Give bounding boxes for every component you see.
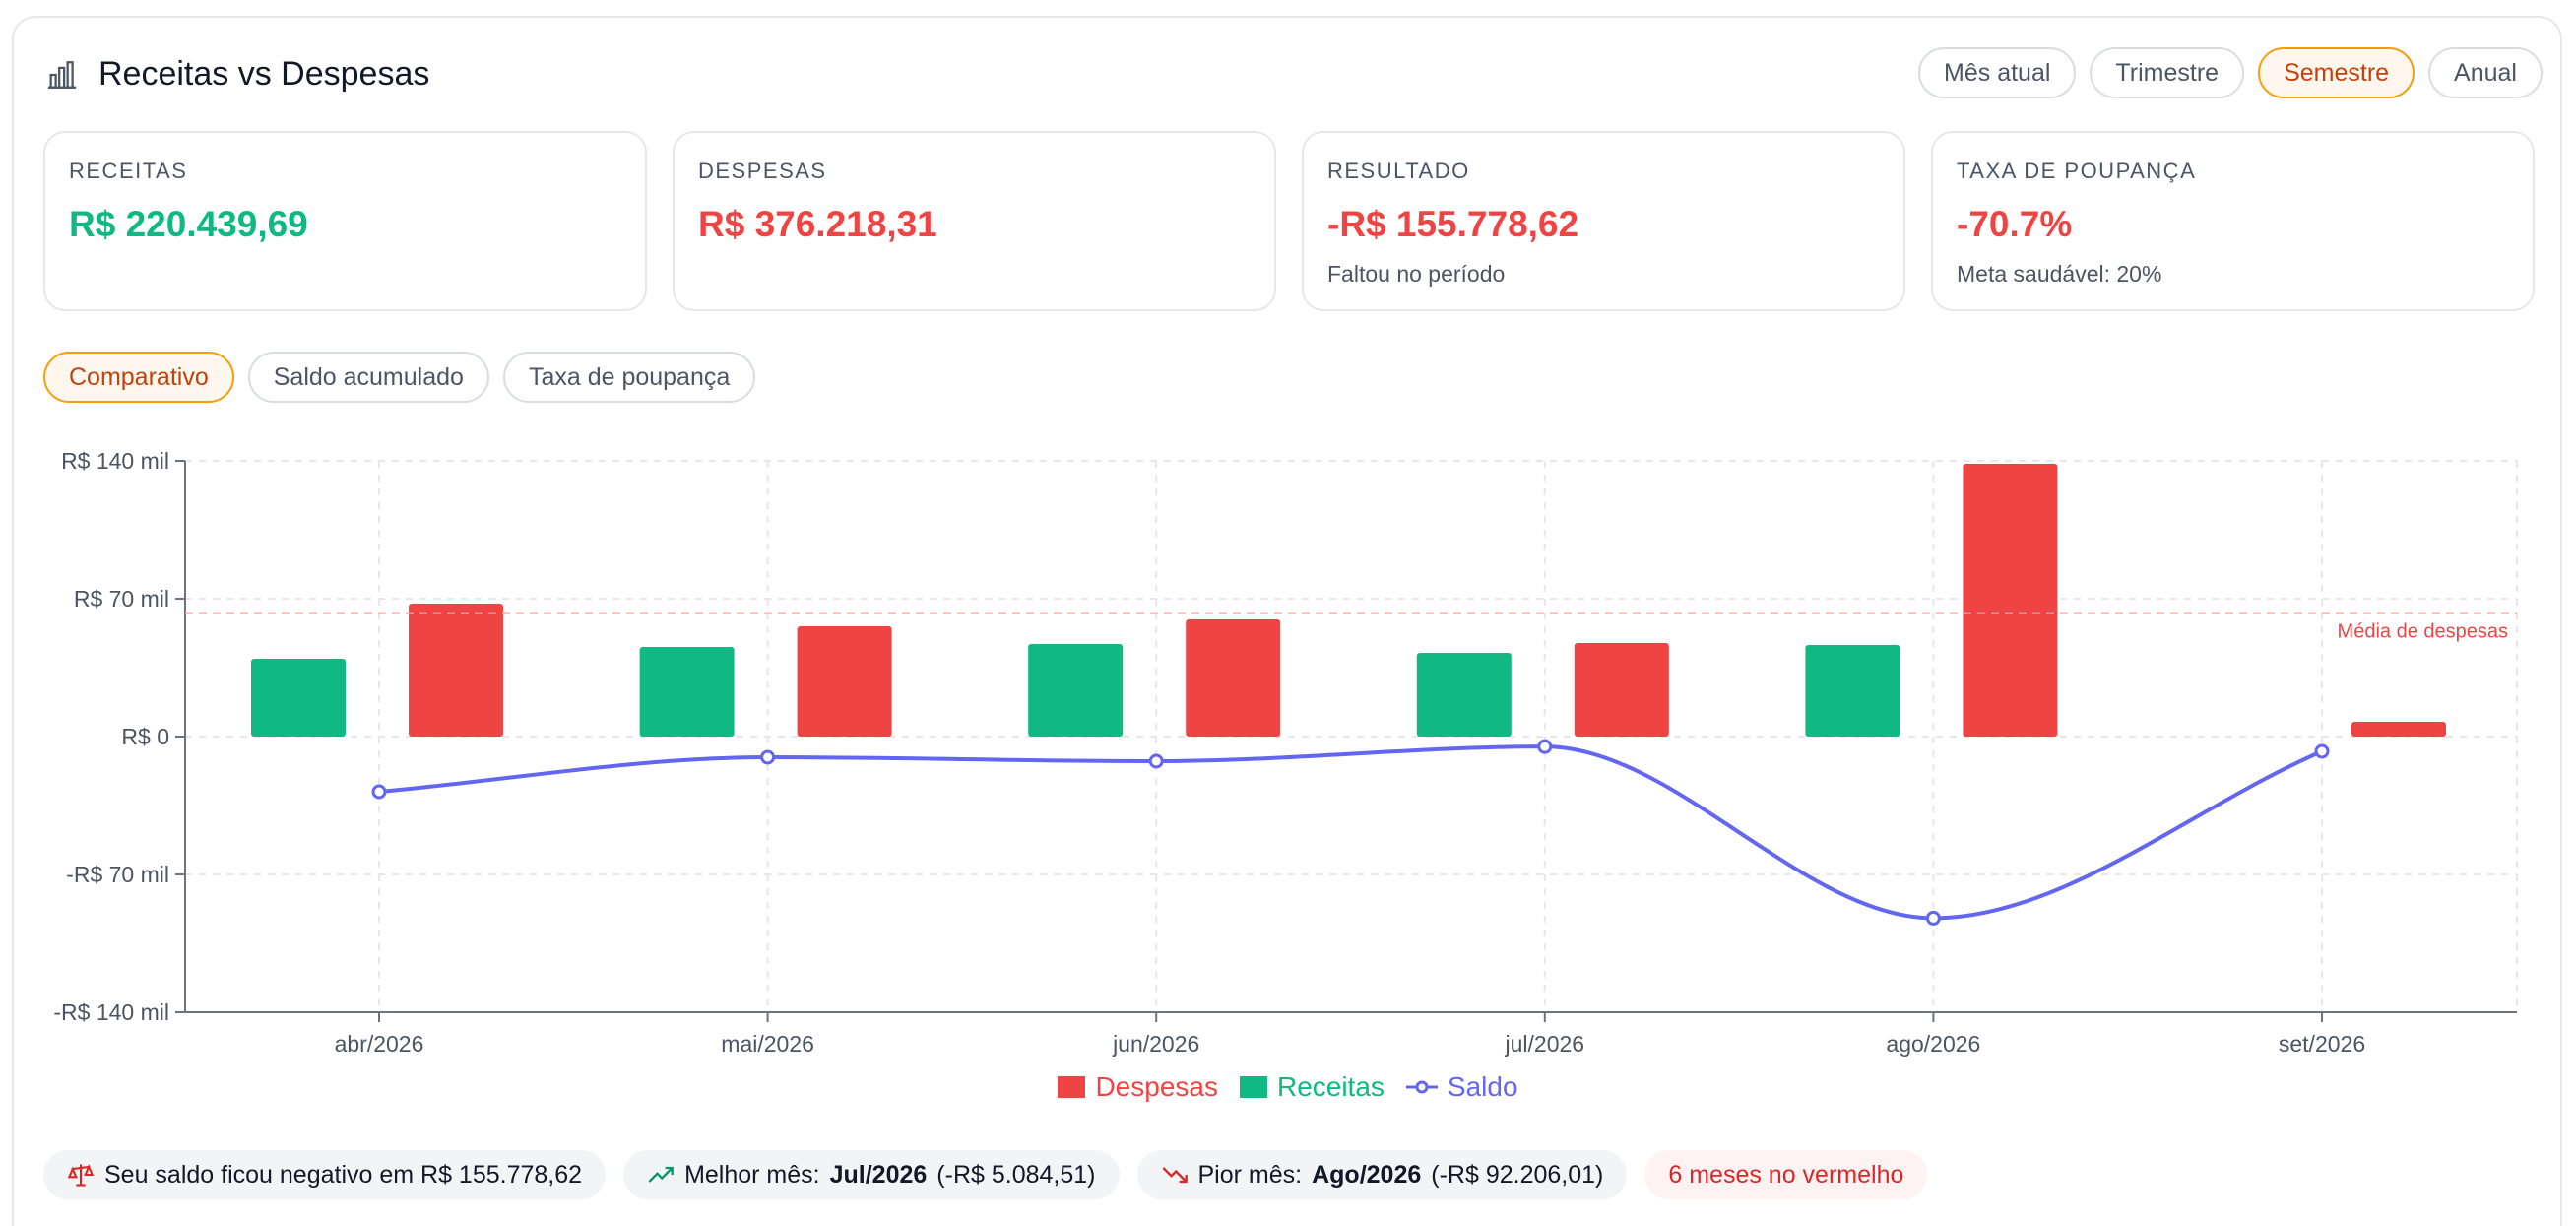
best-month-chip: Melhor mês: Jul/2026 (-R$ 5.084,51) xyxy=(623,1150,1120,1199)
kpi-value: -R$ 155.778,62 xyxy=(1327,204,1579,244)
kpi-value: R$ 220.439,69 xyxy=(69,204,308,244)
bar-despesas xyxy=(797,626,892,737)
legend-item-despesas[interactable]: Despesas xyxy=(1058,1071,1218,1103)
kpi-label: TAXA DE POUPANÇA xyxy=(1957,159,2197,183)
bar-despesas xyxy=(1963,464,2058,737)
chart-legend: Despesas Receitas Saldo xyxy=(0,1071,2576,1103)
chart-svg: R$ 140 mil R$ 70 mil R$ 0 -R$ 70 mil -R$ 140… xyxy=(53,448,2518,1057)
best-month-value: (-R$ 5.084,51) xyxy=(936,1160,1096,1189)
bar-receitas xyxy=(639,647,735,737)
kpi-card-despesas: DESPESAS R$ 376.218,31 xyxy=(673,131,1276,311)
kpi-card-receitas: RECEITAS R$ 220.439,69 xyxy=(43,131,647,311)
kpi-subtext: Faltou no período xyxy=(1327,261,1506,287)
bar-receitas xyxy=(1416,653,1512,737)
x-tick-label: set/2026 xyxy=(2279,1031,2365,1057)
saldo-line xyxy=(378,744,2323,921)
legend-label: Despesas xyxy=(1095,1071,1218,1102)
bar-despesas xyxy=(409,604,503,737)
period-semestre-button[interactable]: Semestre xyxy=(2258,47,2415,98)
bar-chart-icon xyxy=(45,58,79,92)
kpi-row: RECEITAS R$ 220.439,69 DESPESAS R$ 376.218,… xyxy=(43,131,2535,311)
y-tick-label: -R$ 70 mil xyxy=(66,862,169,887)
saldo-point xyxy=(2314,743,2330,759)
saldo-point xyxy=(371,784,387,800)
saldo-point xyxy=(1537,739,1553,754)
kpi-value: -70.7% xyxy=(1957,204,2073,244)
x-tick-label: jul/2026 xyxy=(1505,1031,1585,1057)
x-tick-label: abr/2026 xyxy=(335,1031,424,1057)
bar-receitas xyxy=(1805,645,1900,737)
x-tick-label: jun/2026 xyxy=(1112,1031,1199,1057)
negative-balance-text: Seu saldo ficou negativo em R$ 155.778,6… xyxy=(104,1160,583,1189)
view-saldo-acumulado-tab[interactable]: Saldo acumulado xyxy=(247,352,489,403)
view-comparativo-tab[interactable]: Comparativo xyxy=(43,352,234,403)
trending-up-icon xyxy=(648,1166,674,1183)
y-tick-label: R$ 140 mil xyxy=(61,448,169,474)
saldo-point xyxy=(1925,910,1941,926)
red-months-text: 6 meses no vermelho xyxy=(1668,1160,1904,1189)
legend-label: Receitas xyxy=(1276,1071,1385,1102)
y-tick-label: -R$ 140 mil xyxy=(53,1000,169,1025)
bar-despesas xyxy=(2351,722,2446,737)
chart-area: R$ 140 mil R$ 70 mil R$ 0 -R$ 70 mil -R$ 140… xyxy=(0,414,2576,1123)
kpi-card-resultado: RESULTADO -R$ 155.778,62 Faltou no período xyxy=(1302,131,1905,311)
best-month-name: Jul/2026 xyxy=(829,1160,928,1189)
kpi-subtext: Meta saudável: 20% xyxy=(1957,261,2162,287)
saldo-point xyxy=(760,749,776,765)
legend-label: Saldo xyxy=(1447,1071,1518,1102)
kpi-label: DESPESAS xyxy=(698,159,827,183)
y-tick-label: R$ 0 xyxy=(121,724,169,749)
trending-down-icon xyxy=(1162,1167,1188,1184)
best-month-label: Melhor mês: xyxy=(684,1160,820,1189)
red-months-chip: 6 meses no vermelho xyxy=(1644,1150,1928,1199)
period-selector: Mês atual Trimestre Semestre Anual xyxy=(1918,47,2543,98)
saldo-point xyxy=(1148,753,1164,769)
period-anual-button[interactable]: Anual xyxy=(2428,47,2543,98)
card-title: Receitas vs Despesas xyxy=(98,55,430,93)
period-trimestre-button[interactable]: Trimestre xyxy=(2090,47,2245,98)
bar-receitas xyxy=(1028,644,1124,737)
worst-month-value: (-R$ 92.206,01) xyxy=(1431,1160,1604,1189)
legend-item-receitas[interactable]: Receitas xyxy=(1239,1071,1385,1103)
kpi-card-taxa-de-poupanca: TAXA DE POUPANÇA -70.7% Meta saudável: 20% xyxy=(1931,131,2535,311)
bar-despesas xyxy=(1574,643,1669,737)
period-mes-atual-button[interactable]: Mês atual xyxy=(1918,47,2077,98)
kpi-value: R$ 376.218,31 xyxy=(698,204,937,244)
reference-line-label: Média de despesas xyxy=(2338,621,2508,643)
worst-month-label: Pior mês: xyxy=(1197,1160,1303,1189)
view-taxa-de-poupanca-tab[interactable]: Taxa de poupança xyxy=(502,352,756,403)
x-tick-label: mai/2026 xyxy=(721,1031,814,1057)
scale-icon xyxy=(67,1164,95,1187)
summary-chips: Seu saldo ficou negativo em R$ 155.778,6… xyxy=(43,1150,1928,1199)
legend-swatch xyxy=(1239,1076,1267,1098)
legend-swatch xyxy=(1058,1076,1086,1098)
bar-receitas xyxy=(251,659,346,737)
worst-month-chip: Pior mês: Ago/2026 (-R$ 92.206,01) xyxy=(1136,1150,1628,1199)
kpi-label: RESULTADO xyxy=(1327,159,1470,183)
negative-balance-chip: Seu saldo ficou negativo em R$ 155.778,6… xyxy=(43,1150,607,1199)
legend-swatch xyxy=(1405,1080,1438,1094)
card-header: Receitas vs Despesas Mês atual Trimestre S… xyxy=(32,37,2543,106)
x-tick-label: ago/2026 xyxy=(1886,1031,1980,1057)
title-wrap: Receitas vs Despesas xyxy=(45,55,429,94)
worst-month-name: Ago/2026 xyxy=(1312,1160,1422,1189)
y-tick-label: R$ 70 mil xyxy=(74,586,169,612)
kpi-label: RECEITAS xyxy=(69,159,188,183)
bar-despesas xyxy=(1186,619,1281,737)
legend-item-saldo[interactable]: Saldo xyxy=(1405,1071,1518,1103)
view-selector: Comparativo Saldo acumulado Taxa de poupan… xyxy=(43,352,756,403)
